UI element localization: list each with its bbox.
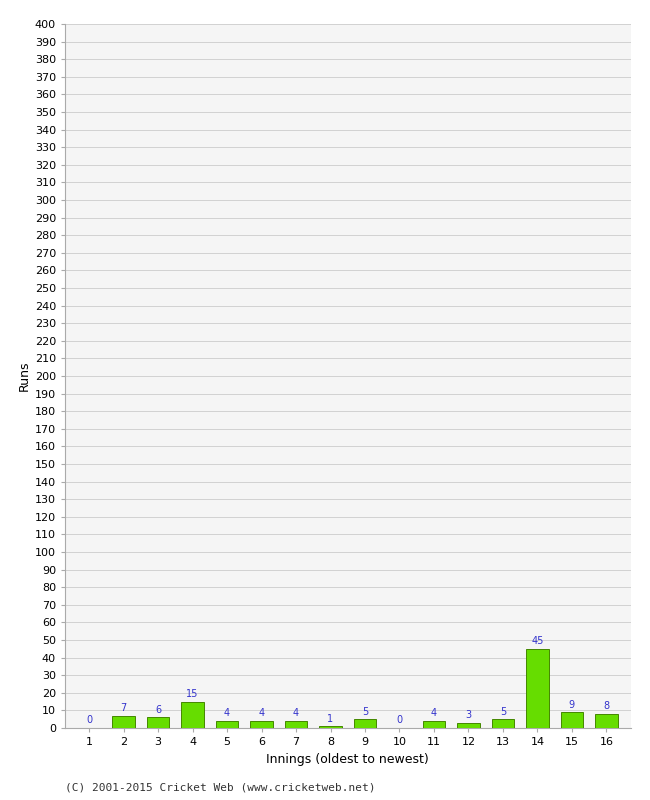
Text: 4: 4 bbox=[431, 708, 437, 718]
Bar bbox=[595, 714, 617, 728]
Text: 45: 45 bbox=[531, 636, 543, 646]
Text: 15: 15 bbox=[187, 689, 199, 699]
Text: 5: 5 bbox=[500, 706, 506, 717]
Text: (C) 2001-2015 Cricket Web (www.cricketweb.net): (C) 2001-2015 Cricket Web (www.cricketwe… bbox=[65, 782, 376, 792]
Text: 0: 0 bbox=[396, 715, 402, 726]
Text: 3: 3 bbox=[465, 710, 471, 720]
Text: 4: 4 bbox=[259, 708, 265, 718]
Bar bbox=[216, 721, 239, 728]
Text: 0: 0 bbox=[86, 715, 92, 726]
Text: 1: 1 bbox=[328, 714, 333, 723]
Bar bbox=[181, 702, 204, 728]
Y-axis label: Runs: Runs bbox=[18, 361, 31, 391]
Bar bbox=[250, 721, 273, 728]
Bar bbox=[285, 721, 307, 728]
Bar bbox=[561, 712, 583, 728]
Text: 6: 6 bbox=[155, 705, 161, 715]
Text: 4: 4 bbox=[293, 708, 299, 718]
Text: 8: 8 bbox=[603, 702, 610, 711]
Bar bbox=[422, 721, 445, 728]
Bar bbox=[526, 649, 549, 728]
Text: 7: 7 bbox=[120, 703, 127, 713]
Bar bbox=[354, 719, 376, 728]
Bar bbox=[319, 726, 342, 728]
Text: 9: 9 bbox=[569, 699, 575, 710]
Text: 5: 5 bbox=[362, 706, 368, 717]
Bar bbox=[147, 718, 169, 728]
X-axis label: Innings (oldest to newest): Innings (oldest to newest) bbox=[266, 753, 429, 766]
Bar bbox=[457, 722, 480, 728]
Bar bbox=[491, 719, 514, 728]
Bar bbox=[112, 716, 135, 728]
Text: 4: 4 bbox=[224, 708, 230, 718]
